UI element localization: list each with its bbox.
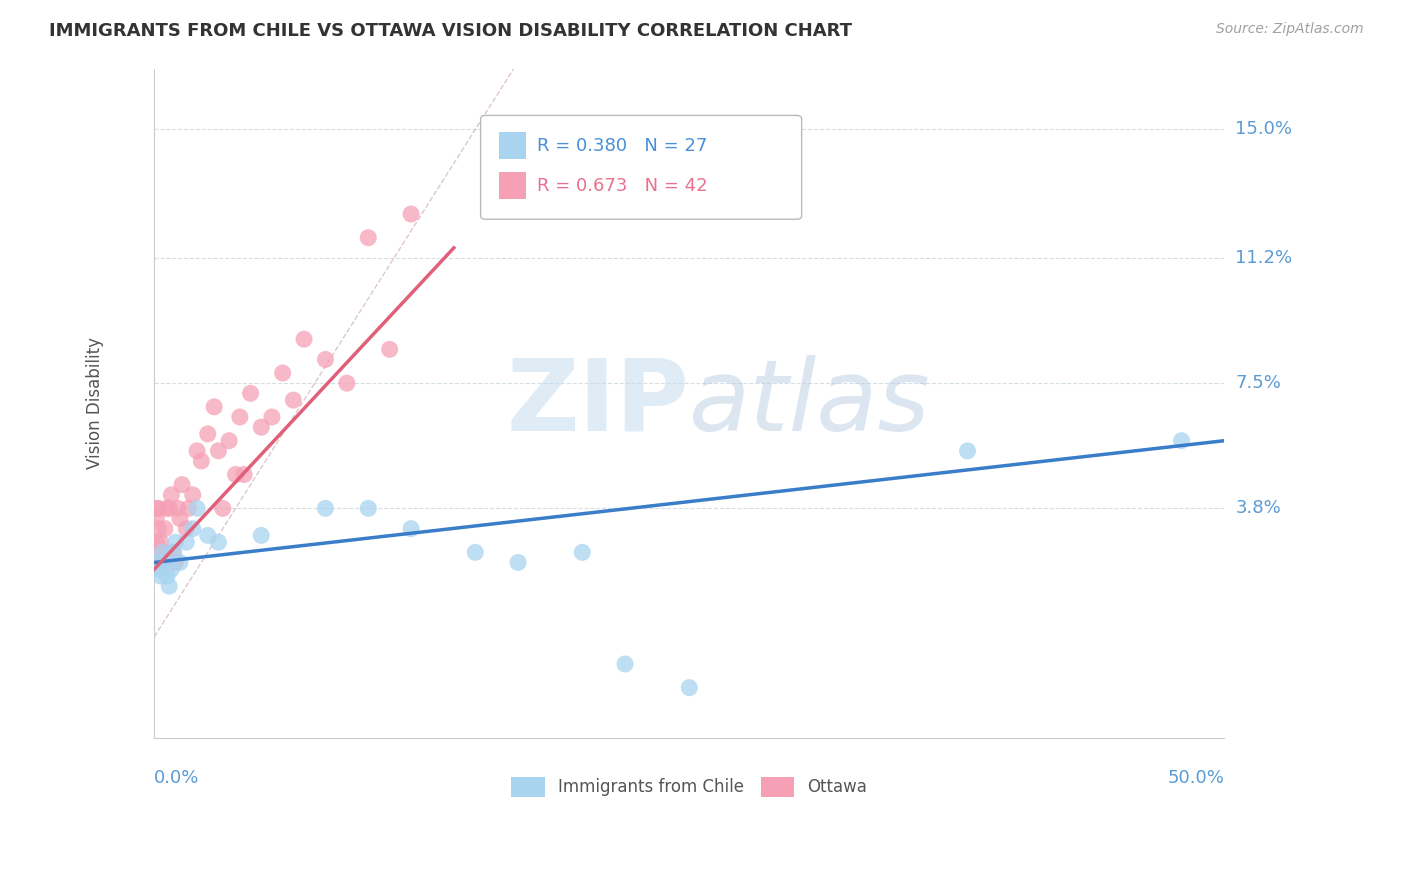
Point (1170, 434, 1192, 448)
Point (170, 477, 193, 491)
Point (181, 488, 204, 502)
Point (149, 569, 172, 583)
Text: 3.8%: 3.8% (1236, 500, 1281, 517)
Text: ZIP: ZIP (506, 355, 689, 452)
Point (197, 528, 219, 542)
Point (177, 501, 200, 516)
Point (156, 569, 179, 583)
Text: 11.2%: 11.2% (1236, 249, 1292, 267)
Point (614, 657, 637, 671)
Point (148, 562, 170, 576)
FancyBboxPatch shape (499, 132, 526, 159)
Point (145, 556, 167, 570)
Point (207, 535, 229, 549)
Point (145, 535, 167, 549)
Point (152, 545, 174, 559)
Point (357, 501, 380, 516)
Point (207, 443, 229, 458)
FancyBboxPatch shape (499, 172, 526, 199)
Point (169, 556, 191, 570)
Point (314, 352, 336, 367)
Text: 50.0%: 50.0% (1167, 769, 1225, 787)
Point (149, 556, 172, 570)
Point (160, 488, 183, 502)
Point (250, 420, 273, 434)
Text: R = 0.673   N = 42: R = 0.673 N = 42 (537, 177, 709, 194)
Point (399, 207, 422, 221)
Point (166, 501, 188, 516)
Point (283, 393, 305, 408)
Point (148, 522, 170, 536)
Text: 15.0%: 15.0% (1236, 120, 1292, 138)
Point (149, 535, 172, 549)
Point (176, 522, 198, 536)
Point (153, 556, 176, 570)
Text: Vision Disability: Vision Disability (86, 337, 104, 469)
Point (218, 434, 240, 448)
Point (156, 501, 179, 516)
Point (165, 535, 187, 549)
Point (678, 681, 700, 695)
Legend: Immigrants from Chile, Ottawa: Immigrants from Chile, Ottawa (505, 770, 875, 804)
Text: Source: ZipAtlas.com: Source: ZipAtlas.com (1216, 22, 1364, 37)
Point (250, 528, 273, 542)
Text: R = 0.380   N = 27: R = 0.380 N = 27 (537, 136, 707, 154)
FancyBboxPatch shape (481, 115, 801, 219)
Text: atlas: atlas (689, 355, 931, 452)
Point (202, 400, 225, 414)
Point (211, 501, 233, 516)
Text: 0.0%: 0.0% (155, 769, 200, 787)
Point (229, 409, 252, 424)
Point (153, 522, 176, 536)
Point (464, 545, 486, 559)
Point (260, 409, 283, 424)
Point (190, 454, 212, 468)
Point (169, 511, 191, 525)
Point (271, 366, 294, 380)
Point (176, 535, 198, 549)
Point (233, 467, 256, 482)
Point (336, 376, 359, 391)
Point (399, 522, 422, 536)
Point (186, 501, 208, 516)
Point (292, 332, 315, 346)
Text: IMMIGRANTS FROM CHILE VS OTTAWA VISION DISABILITY CORRELATION CHART: IMMIGRANTS FROM CHILE VS OTTAWA VISION D… (49, 22, 852, 40)
Point (157, 501, 180, 516)
Point (956, 443, 979, 458)
Point (506, 556, 529, 570)
Point (157, 579, 180, 593)
Point (153, 545, 176, 559)
Point (357, 230, 380, 244)
Point (160, 562, 183, 576)
Point (239, 386, 262, 401)
Text: 7.5%: 7.5% (1236, 374, 1281, 392)
Point (314, 501, 336, 516)
Point (165, 556, 187, 570)
Point (378, 343, 401, 357)
Point (571, 545, 593, 559)
Point (162, 545, 184, 559)
Point (162, 545, 184, 559)
Point (145, 511, 167, 525)
Point (225, 467, 247, 482)
Point (152, 545, 174, 559)
Point (186, 443, 208, 458)
Point (181, 522, 204, 536)
Point (145, 501, 167, 516)
Point (197, 426, 219, 441)
Point (148, 501, 170, 516)
